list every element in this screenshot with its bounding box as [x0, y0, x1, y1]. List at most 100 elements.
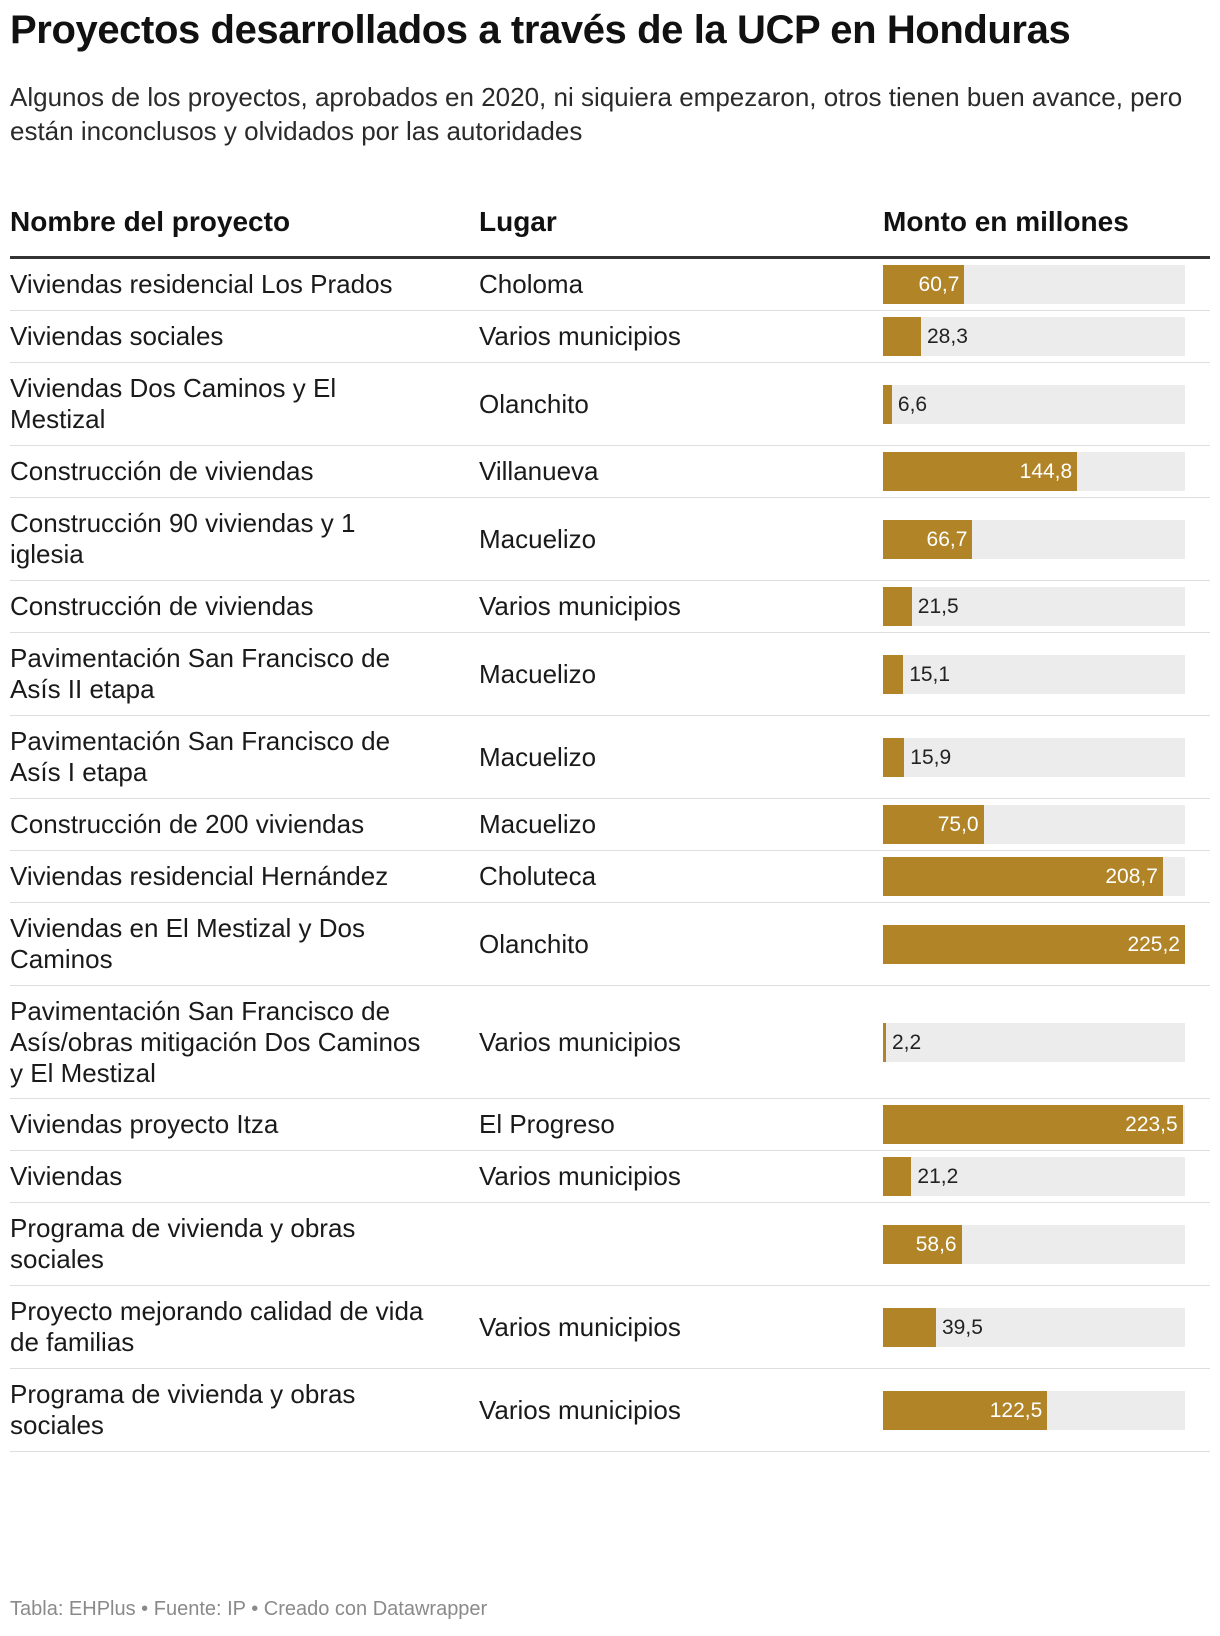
project-name: Viviendas [10, 1161, 123, 1191]
table-row: Viviendas Varios municipios 21,2 [10, 1151, 1210, 1203]
amount-cell: 66,7 [883, 498, 1185, 580]
table-row: Viviendas residencial Hernández Choluteca… [10, 851, 1210, 903]
project-name: Viviendas residencial Hernández [10, 861, 389, 891]
amount-label: 6,6 [897, 392, 928, 416]
amount-bar [883, 737, 905, 777]
amount-bar [883, 384, 892, 424]
project-name: Construcción de viviendas [10, 456, 314, 486]
project-place: Macuelizo [479, 658, 597, 689]
amount-bar [883, 1022, 886, 1062]
bar-track: 144,8 [883, 452, 1185, 491]
project-place: Varios municipios [479, 1394, 681, 1425]
amount-cell: 6,6 [883, 363, 1185, 445]
amount-bar [883, 1105, 1183, 1144]
amount-bar [883, 654, 904, 694]
bar-track: 6,6 [883, 384, 1185, 424]
amount-bar [883, 452, 1078, 491]
table-row: Programa de vivienda y obras sociales 58,… [10, 1203, 1210, 1286]
project-name: Construcción de 200 viviendas [10, 809, 365, 839]
project-name: Construcción de viviendas [10, 591, 314, 621]
amount-label: 60,7 [918, 273, 960, 296]
amount-cell: 21,5 [883, 581, 1185, 632]
amount-cell: 60,7 [883, 259, 1185, 310]
amount-cell: 208,7 [883, 851, 1185, 902]
amount-bar [883, 519, 973, 559]
amount-bar [883, 1390, 1048, 1430]
table-row: Viviendas residencial Los Prados Choloma 6… [10, 259, 1210, 311]
amount-bar [883, 1224, 962, 1264]
amount-label: 122,5 [989, 1398, 1043, 1422]
bar-track: 225,2 [883, 924, 1185, 964]
amount-label: 144,8 [1019, 460, 1073, 483]
project-place: El Progreso [479, 1109, 615, 1139]
amount-bar [883, 1307, 936, 1347]
project-name: Programa de vivienda y obras sociales [10, 1379, 356, 1440]
project-name: Proyecto mejorando calidad de vida de fa… [10, 1296, 424, 1357]
project-place [479, 1203, 859, 1285]
amount-bar [883, 805, 984, 844]
table-row: Proyecto mejorando calidad de vida de fa… [10, 1286, 1210, 1369]
table-row: Programa de vivienda y obras sociales Var… [10, 1369, 1210, 1452]
amount-label: 39,5 [942, 1315, 983, 1339]
bar-track: 21,5 [883, 587, 1185, 626]
amount-label: 66,7 [926, 527, 968, 551]
amount-bar [883, 265, 965, 304]
project-place: Varios municipios [479, 591, 681, 621]
amount-cell: 15,9 [883, 716, 1185, 798]
column-header-place: Lugar [479, 206, 557, 237]
amount-label: 58,6 [915, 1232, 957, 1256]
amount-bar [883, 1157, 912, 1196]
amount-bar [883, 924, 1185, 964]
project-name: Programa de vivienda y obras sociales [10, 1213, 356, 1274]
project-name: Pavimentación San Francisco de Asís II e… [10, 643, 391, 704]
bar-track: 223,5 [883, 1105, 1185, 1144]
amount-cell: 28,3 [883, 311, 1185, 362]
project-name: Pavimentación San Francisco de Asís/obra… [10, 995, 421, 1088]
table-row: Construcción de viviendas Villanueva 144,8 [10, 446, 1210, 498]
table-row: Viviendas en El Mestizal y Dos Caminos Ol… [10, 903, 1210, 986]
table-row: Pavimentación San Francisco de Asís II e… [10, 633, 1210, 716]
amount-label: 2,2 [892, 1030, 922, 1054]
project-place: Olanchito [479, 388, 589, 419]
amount-label: 225,2 [1127, 932, 1180, 956]
table-row: Viviendas sociales Varios municipios 28,3 [10, 311, 1210, 363]
amount-cell: 223,5 [883, 1099, 1185, 1150]
bar-track: 60,7 [883, 265, 1185, 304]
amount-cell: 39,5 [883, 1286, 1185, 1368]
table-body: Viviendas residencial Los Prados Choloma 6… [10, 259, 1210, 1452]
chart-title: Proyectos desarrollados a través de la U… [10, 8, 1071, 52]
amount-label: 15,1 [909, 662, 951, 686]
project-place: Macuelizo [479, 809, 597, 839]
table-row: Construcción 90 viviendas y 1 iglesia Mac… [10, 498, 1210, 581]
table-row: Viviendas Dos Caminos y El Mestizal Olanc… [10, 363, 1210, 446]
bar-track: 15,9 [883, 737, 1185, 777]
project-place: Macuelizo [479, 741, 597, 772]
project-name: Viviendas proyecto Itza [10, 1109, 279, 1139]
amount-label: 21,2 [917, 1165, 959, 1188]
table-row: Pavimentación San Francisco de Asís I et… [10, 716, 1210, 799]
amount-label: 208,7 [1105, 865, 1158, 888]
amount-label: 223,5 [1125, 1113, 1178, 1136]
bar-track: 15,1 [883, 654, 1185, 694]
column-header-name: Nombre del proyecto [10, 206, 291, 237]
project-place: Varios municipios [479, 1311, 681, 1342]
amount-cell: 2,2 [883, 986, 1185, 1098]
amount-cell: 225,2 [883, 903, 1185, 985]
amount-label: 15,9 [910, 745, 952, 769]
amount-cell: 58,6 [883, 1203, 1185, 1285]
project-name: Pavimentación San Francisco de Asís I et… [10, 726, 391, 787]
amount-cell: 15,1 [883, 633, 1185, 715]
project-place: Varios municipios [479, 1161, 681, 1191]
project-name: Viviendas en El Mestizal y Dos Caminos [10, 913, 366, 974]
bar-track: 21,2 [883, 1157, 1185, 1196]
project-place: Olanchito [479, 928, 589, 959]
chart-subtitle: Algunos de los proyectos, aprobados en 2… [10, 82, 1183, 146]
bar-track: 28,3 [883, 317, 1185, 356]
source-footer: Tabla: EHPlus • Fuente: IP • Creado con … [10, 1598, 488, 1620]
project-place: Varios municipios [479, 1026, 681, 1057]
amount-label: 28,3 [927, 325, 968, 348]
amount-label: 75,0 [937, 813, 979, 836]
amount-bar [883, 857, 1163, 896]
table-row: Construcción de viviendas Varios municipi… [10, 581, 1210, 633]
project-place: Choluteca [479, 861, 597, 891]
